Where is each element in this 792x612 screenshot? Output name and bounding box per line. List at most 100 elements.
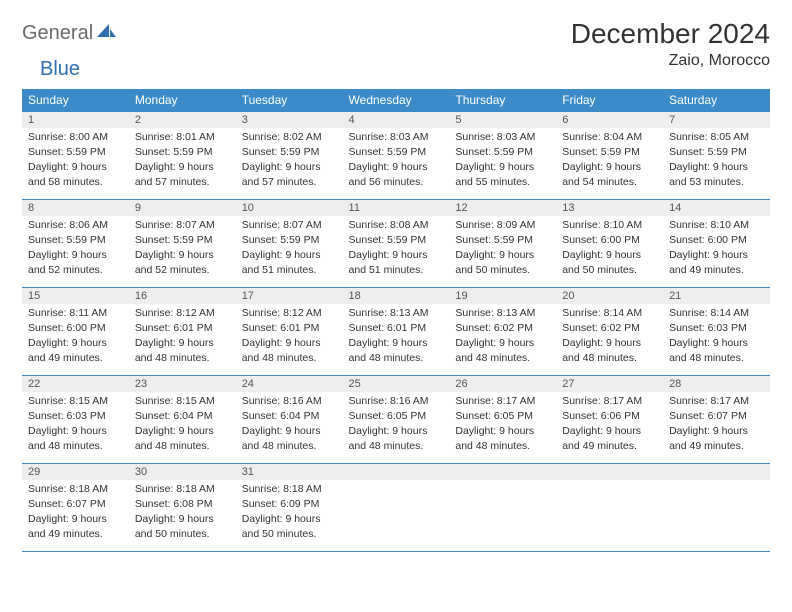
day-body: Sunrise: 8:03 AMSunset: 5:59 PMDaylight:…: [343, 128, 450, 194]
sunrise-line: Sunrise: 8:01 AM: [135, 130, 230, 144]
sunset-line: Sunset: 6:07 PM: [28, 497, 123, 511]
calendar-cell: [663, 464, 770, 552]
day-body: Sunrise: 8:01 AMSunset: 5:59 PMDaylight:…: [129, 128, 236, 194]
daylight-line: Daylight: 9 hours and 52 minutes.: [28, 248, 123, 276]
day-number: 11: [343, 200, 450, 216]
sunset-line: Sunset: 6:07 PM: [669, 409, 764, 423]
day-body: Sunrise: 8:16 AMSunset: 6:05 PMDaylight:…: [343, 392, 450, 458]
calendar-cell: 14Sunrise: 8:10 AMSunset: 6:00 PMDayligh…: [663, 200, 770, 288]
daylight-line: Daylight: 9 hours and 48 minutes.: [135, 336, 230, 364]
weekday-header-row: Sunday Monday Tuesday Wednesday Thursday…: [22, 89, 770, 112]
day-body: Sunrise: 8:09 AMSunset: 5:59 PMDaylight:…: [449, 216, 556, 282]
sunset-line: Sunset: 6:01 PM: [349, 321, 444, 335]
daylight-line: Daylight: 9 hours and 49 minutes.: [28, 336, 123, 364]
sunset-line: Sunset: 6:06 PM: [562, 409, 657, 423]
sunrise-line: Sunrise: 8:14 AM: [669, 306, 764, 320]
sunrise-line: Sunrise: 8:00 AM: [28, 130, 123, 144]
calendar-cell: 28 Sunrise: 8:17 AMSunset: 6:07 PMDayligh…: [663, 376, 770, 464]
sunrise-line: Sunrise: 8:14 AM: [562, 306, 657, 320]
day-body: Sunrise: 8:15 AMSunset: 6:03 PMDaylight:…: [22, 392, 129, 458]
day-number: 2: [129, 112, 236, 128]
daylight-line: Daylight: 9 hours and 56 minutes.: [349, 160, 444, 188]
sunset-line: Sunset: 6:01 PM: [242, 321, 337, 335]
day-body: Sunrise: 8:00 AMSunset: 5:59 PMDaylight:…: [22, 128, 129, 194]
day-number: 18: [343, 288, 450, 304]
calendar-body: 1Sunrise: 8:00 AMSunset: 5:59 PMDaylight…: [22, 112, 770, 552]
sunrise-line: Sunrise: 8:12 AM: [135, 306, 230, 320]
calendar-cell: 5Sunrise: 8:03 AMSunset: 5:59 PMDaylight…: [449, 112, 556, 200]
calendar-cell: 4Sunrise: 8:03 AMSunset: 5:59 PMDaylight…: [343, 112, 450, 200]
calendar-row: 1Sunrise: 8:00 AMSunset: 5:59 PMDaylight…: [22, 112, 770, 200]
calendar-row: 8Sunrise: 8:06 AMSunset: 5:59 PMDaylight…: [22, 200, 770, 288]
weekday-header: Tuesday: [236, 89, 343, 112]
sunset-line: Sunset: 6:09 PM: [242, 497, 337, 511]
day-number: 28: [663, 376, 770, 392]
sunrise-line: Sunrise: 8:08 AM: [349, 218, 444, 232]
day-number: 24: [236, 376, 343, 392]
day-body: Sunrise: 8:02 AMSunset: 5:59 PMDaylight:…: [236, 128, 343, 194]
sunset-line: Sunset: 5:59 PM: [135, 233, 230, 247]
daylight-line: Daylight: 9 hours and 48 minutes.: [562, 336, 657, 364]
location: Zaio, Morocco: [571, 52, 770, 70]
day-number-empty: [663, 464, 770, 480]
daylight-line: Daylight: 9 hours and 48 minutes.: [669, 336, 764, 364]
day-body: Sunrise: 8:10 AMSunset: 6:00 PMDaylight:…: [556, 216, 663, 282]
day-number: 16: [129, 288, 236, 304]
sunrise-line: Sunrise: 8:07 AM: [242, 218, 337, 232]
day-body: Sunrise: 8:07 AMSunset: 5:59 PMDaylight:…: [236, 216, 343, 282]
daylight-line: Daylight: 9 hours and 48 minutes.: [349, 424, 444, 452]
day-number: 29: [22, 464, 129, 480]
sunrise-line: Sunrise: 8:17 AM: [669, 394, 764, 408]
calendar-cell: 17Sunrise: 8:12 AMSunset: 6:01 PMDayligh…: [236, 288, 343, 376]
day-number: 14: [663, 200, 770, 216]
day-number: 12: [449, 200, 556, 216]
title-block: December 2024 Zaio, Morocco: [571, 18, 770, 70]
calendar-cell: [449, 464, 556, 552]
daylight-line: Daylight: 9 hours and 50 minutes.: [135, 512, 230, 540]
calendar-cell: 6Sunrise: 8:04 AMSunset: 5:59 PMDaylight…: [556, 112, 663, 200]
daylight-line: Daylight: 9 hours and 58 minutes.: [28, 160, 123, 188]
daylight-line: Daylight: 9 hours and 51 minutes.: [349, 248, 444, 276]
day-body: Sunrise: 8:17 AMSunset: 6:05 PMDaylight:…: [449, 392, 556, 458]
calendar-row: 29Sunrise: 8:18 AMSunset: 6:07 PMDayligh…: [22, 464, 770, 552]
sunrise-line: Sunrise: 8:06 AM: [28, 218, 123, 232]
sunset-line: Sunset: 6:08 PM: [135, 497, 230, 511]
day-number-empty: [449, 464, 556, 480]
day-number-empty: [556, 464, 663, 480]
calendar-cell: 23Sunrise: 8:15 AMSunset: 6:04 PMDayligh…: [129, 376, 236, 464]
daylight-line: Daylight: 9 hours and 50 minutes.: [455, 248, 550, 276]
calendar-table: Sunday Monday Tuesday Wednesday Thursday…: [22, 89, 770, 552]
sunset-line: Sunset: 5:59 PM: [242, 145, 337, 159]
weekday-header: Thursday: [449, 89, 556, 112]
day-body: Sunrise: 8:03 AMSunset: 5:59 PMDaylight:…: [449, 128, 556, 194]
sunset-line: Sunset: 6:04 PM: [242, 409, 337, 423]
daylight-line: Daylight: 9 hours and 54 minutes.: [562, 160, 657, 188]
calendar-cell: 12Sunrise: 8:09 AMSunset: 5:59 PMDayligh…: [449, 200, 556, 288]
sunrise-line: Sunrise: 8:16 AM: [349, 394, 444, 408]
calendar-cell: 22Sunrise: 8:15 AMSunset: 6:03 PMDayligh…: [22, 376, 129, 464]
daylight-line: Daylight: 9 hours and 48 minutes.: [455, 424, 550, 452]
daylight-line: Daylight: 9 hours and 48 minutes.: [135, 424, 230, 452]
sunrise-line: Sunrise: 8:10 AM: [669, 218, 764, 232]
sunset-line: Sunset: 6:00 PM: [28, 321, 123, 335]
sunrise-line: Sunrise: 8:09 AM: [455, 218, 550, 232]
daylight-line: Daylight: 9 hours and 49 minutes.: [669, 424, 764, 452]
sunset-line: Sunset: 5:59 PM: [349, 145, 444, 159]
calendar-cell: 7Sunrise: 8:05 AMSunset: 5:59 PMDaylight…: [663, 112, 770, 200]
sunset-line: Sunset: 6:02 PM: [455, 321, 550, 335]
day-number: 31: [236, 464, 343, 480]
sunset-line: Sunset: 5:59 PM: [455, 233, 550, 247]
day-number: 3: [236, 112, 343, 128]
sunrise-line: Sunrise: 8:18 AM: [135, 482, 230, 496]
day-number: 27: [556, 376, 663, 392]
sunset-line: Sunset: 5:59 PM: [28, 233, 123, 247]
sunrise-line: Sunrise: 8:11 AM: [28, 306, 123, 320]
brand-part2: Blue: [40, 58, 80, 81]
day-body: Sunrise: 8:17 AMSunset: 6:06 PMDaylight:…: [556, 392, 663, 458]
day-body: Sunrise: 8:18 AMSunset: 6:07 PMDaylight:…: [22, 480, 129, 546]
sunset-line: Sunset: 5:59 PM: [562, 145, 657, 159]
day-number: 13: [556, 200, 663, 216]
calendar-cell: 9Sunrise: 8:07 AMSunset: 5:59 PMDaylight…: [129, 200, 236, 288]
calendar-cell: 31Sunrise: 8:18 AMSunset: 6:09 PMDayligh…: [236, 464, 343, 552]
sunrise-line: Sunrise: 8:03 AM: [455, 130, 550, 144]
